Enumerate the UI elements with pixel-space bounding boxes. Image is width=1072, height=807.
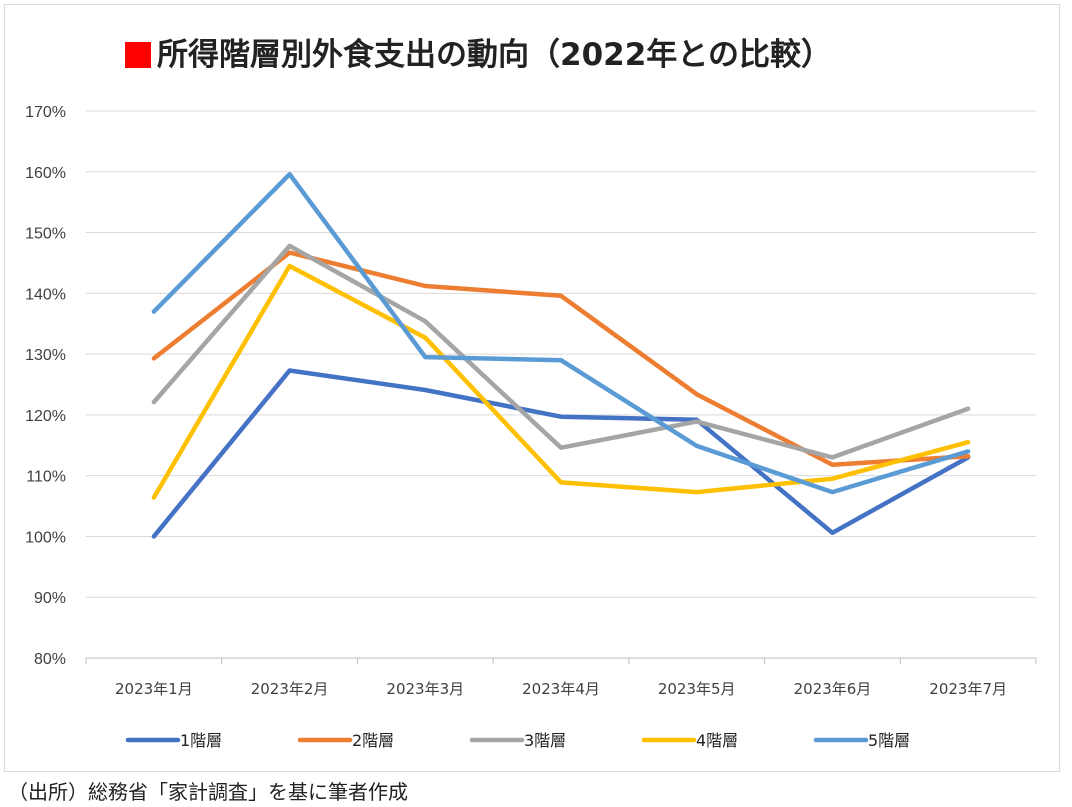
y-tick-label: 130% (25, 347, 66, 364)
series-lines (151, 171, 971, 539)
x-tick-label: 2023年4月 (522, 680, 600, 698)
chart-title-text: 所得階層別外食支出の動向（2022年との比較） (157, 37, 832, 73)
y-tick-label: 160% (25, 165, 66, 182)
gridlines (86, 110, 1036, 598)
x-tick-label: 2023年1月 (115, 680, 193, 698)
legend-label-3: 3階層 (524, 731, 566, 750)
series-line-2 (151, 250, 971, 467)
y-tick-label: 80% (34, 651, 66, 668)
series-line-1 (151, 368, 971, 539)
legend-label-1: 1階層 (180, 731, 222, 750)
y-tick-label: 110% (26, 469, 66, 486)
y-tick-label: 170% (25, 104, 66, 121)
y-tick-label: 150% (25, 226, 66, 243)
series-line-4 (151, 263, 971, 500)
y-axis: 80% 90% 100% 110% 120% 130% 140% 150% 160% 170% (25, 104, 66, 668)
x-tick-label: 2023年2月 (251, 680, 329, 698)
legend: 1階層 2階層 3階層 4階層 5階層 (125, 731, 910, 750)
x-tick-label: 2023年7月 (929, 680, 1007, 698)
x-axis: 2023年1月 2023年2月 2023年3月 2023年4月 2023年5月 2023年… (85, 657, 1037, 698)
y-tick-label: 90% (34, 590, 66, 607)
source-note: （出所）総務省「家計調査」を基に筆者作成 (8, 780, 408, 804)
chart-title: 所得階層別外食支出の動向（2022年との比較） (125, 35, 832, 75)
x-tick-label: 2023年6月 (794, 680, 872, 698)
y-tick-label: 100% (25, 529, 66, 546)
series-line-5 (151, 171, 971, 495)
y-tick-label: 120% (25, 408, 66, 425)
x-tick-label: 2023年5月 (658, 680, 736, 698)
series-line-3 (151, 243, 971, 460)
legend-label-2: 2階層 (352, 731, 394, 750)
y-tick-label: 140% (25, 286, 66, 303)
legend-label-5: 5階層 (868, 731, 910, 750)
x-tick-label: 2023年3月 (386, 680, 464, 698)
red-square-icon (125, 42, 151, 68)
chart-frame (4, 4, 1060, 772)
legend-label-4: 4階層 (696, 731, 738, 750)
